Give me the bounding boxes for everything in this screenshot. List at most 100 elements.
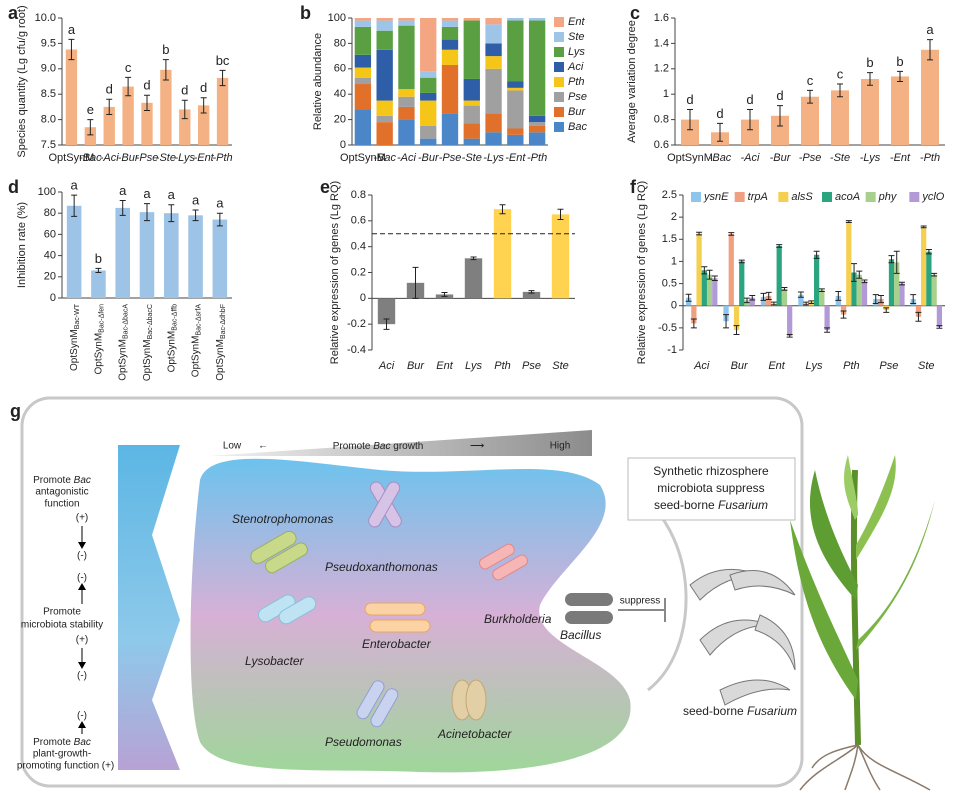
icon bbox=[356, 680, 399, 728]
shape bbox=[565, 593, 613, 606]
shape bbox=[370, 688, 399, 728]
error-bar bbox=[818, 288, 825, 293]
left-label: Promote Bac bbox=[33, 737, 91, 748]
bar bbox=[766, 295, 772, 306]
shape bbox=[856, 500, 935, 650]
significance-letter: b bbox=[896, 54, 903, 69]
bar bbox=[921, 49, 939, 145]
significance-letter: bc bbox=[216, 53, 230, 68]
x-tick-label: -Aci bbox=[100, 152, 120, 164]
icon bbox=[258, 594, 317, 625]
t: Promote bbox=[333, 441, 371, 452]
x-tick-label: OptSynMBac-ΔdhbF bbox=[214, 304, 227, 381]
x-tick-label: OptSynMBac-ΔbacC bbox=[142, 304, 155, 381]
error-bar bbox=[219, 69, 226, 87]
legend-swatch bbox=[554, 77, 564, 87]
error-bar bbox=[920, 225, 927, 229]
bar bbox=[781, 288, 788, 306]
y-axis-label: Relative abundance bbox=[312, 33, 324, 130]
x-tick-label: Ste bbox=[918, 360, 935, 372]
y-tick-label: -0.4 bbox=[347, 344, 366, 356]
error-bar bbox=[781, 287, 788, 291]
y-tick-label: 0 bbox=[671, 300, 677, 312]
error-bar bbox=[813, 250, 820, 259]
y-tick-label: 10.0 bbox=[35, 12, 56, 24]
shape bbox=[278, 596, 317, 625]
bar bbox=[921, 226, 927, 306]
bacterium: Acinetobacter bbox=[437, 727, 512, 741]
bar bbox=[179, 109, 191, 145]
error-bar bbox=[125, 76, 132, 97]
error-bar bbox=[706, 269, 713, 280]
bacterium: Lysobacter bbox=[245, 654, 304, 668]
legend-swatch bbox=[554, 62, 564, 72]
significance-letter: b bbox=[95, 251, 102, 266]
bar-segment bbox=[420, 77, 437, 93]
error-bar bbox=[144, 203, 150, 222]
left-label: function bbox=[44, 499, 79, 510]
bar-segment bbox=[463, 18, 480, 21]
sign: (-) bbox=[77, 671, 87, 682]
legend-label: Ent bbox=[568, 16, 585, 28]
bar-segment bbox=[441, 39, 459, 50]
error-bar bbox=[861, 279, 868, 284]
legend-swatch bbox=[734, 192, 745, 202]
y-tick-label: 9.5 bbox=[41, 37, 56, 49]
y-tick-label: 20 bbox=[44, 271, 56, 283]
bar-segment bbox=[420, 125, 437, 139]
error-bar bbox=[915, 311, 922, 322]
shape bbox=[356, 680, 385, 720]
error-bar bbox=[888, 255, 895, 264]
y-tick-label: 2 bbox=[671, 211, 677, 223]
error-bar bbox=[925, 248, 932, 255]
significance-letter: d bbox=[746, 92, 753, 107]
bar bbox=[787, 305, 793, 336]
sign: (+) bbox=[76, 635, 89, 646]
x-tick-label: Pth bbox=[494, 360, 511, 372]
bar-segment bbox=[441, 20, 459, 27]
bar bbox=[899, 283, 905, 306]
bar-segment bbox=[441, 49, 459, 65]
bar bbox=[212, 219, 228, 298]
bar-segment bbox=[376, 20, 393, 31]
label-sub: Bac-ΔsrfA bbox=[196, 304, 203, 336]
y-tick-label: 0 bbox=[50, 292, 56, 304]
t: seed-borne bbox=[654, 498, 715, 512]
y-tick-label: 2.5 bbox=[662, 189, 677, 201]
diagram: g Low ← Promote Bac growth ⟶ High Promot… bbox=[10, 396, 935, 791]
significance-letter: b bbox=[162, 42, 169, 57]
bar bbox=[733, 305, 740, 331]
error-bar bbox=[441, 292, 448, 297]
shape bbox=[479, 543, 515, 570]
bar bbox=[926, 251, 932, 306]
fusarium-label: seed-borne Fusarium bbox=[683, 704, 797, 718]
bar-segment bbox=[485, 113, 502, 133]
y-axis-label: Species quantity (Lg cfu/g root) bbox=[16, 5, 28, 157]
x-tick-label: OptSynM bbox=[340, 152, 386, 164]
x-tick-label: -Bur bbox=[418, 152, 440, 164]
error-bar bbox=[728, 232, 735, 236]
bar-segment bbox=[398, 20, 415, 26]
x-tick-label: Pse bbox=[879, 360, 898, 372]
label-sub: Bac-WT bbox=[74, 303, 81, 329]
error-bar bbox=[931, 272, 938, 277]
shape bbox=[465, 679, 487, 721]
label-part: OptSynM bbox=[69, 329, 80, 371]
t: growth bbox=[393, 441, 423, 452]
shape bbox=[719, 679, 791, 706]
error-bar bbox=[738, 259, 745, 264]
shape bbox=[856, 455, 896, 560]
error-bar bbox=[893, 250, 900, 274]
y-tick-label: -0.5 bbox=[658, 322, 677, 334]
shape bbox=[809, 470, 858, 600]
label-sub: Bac-ΔdhbF bbox=[220, 304, 227, 339]
bar-segment bbox=[441, 113, 459, 145]
error-bar bbox=[711, 275, 718, 281]
bar-segment bbox=[376, 30, 393, 50]
error-bar bbox=[797, 291, 804, 298]
y-tick-label: -0.2 bbox=[347, 318, 366, 330]
bar bbox=[706, 274, 713, 306]
bar-segment bbox=[485, 24, 502, 44]
y-axis-label: Inhibition rate (%) bbox=[16, 202, 28, 288]
y-tick-label: 80 bbox=[44, 207, 56, 219]
